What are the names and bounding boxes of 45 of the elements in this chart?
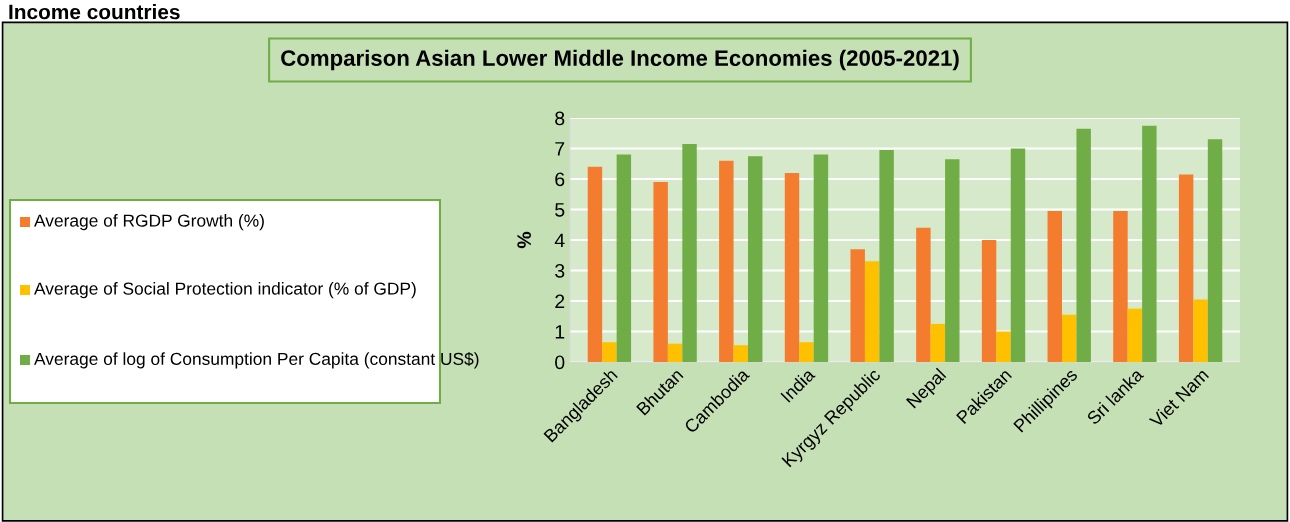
bar <box>748 156 763 362</box>
bar <box>616 154 632 362</box>
bar <box>602 342 617 362</box>
bar <box>1193 299 1208 362</box>
y-tick-label: 1 <box>555 325 565 339</box>
bar <box>1178 174 1194 362</box>
bar <box>653 182 668 362</box>
y-tick-label: 4 <box>554 233 565 248</box>
chart-title: Comparison Asian Lower Middle Income Economies (2005-2021) <box>281 49 959 71</box>
y-tick-label: 0 <box>555 355 565 370</box>
bar <box>682 143 697 362</box>
bar <box>945 159 960 362</box>
bar <box>981 240 997 362</box>
legend-label: Average of log of Consumption Per Capita (constant US$) <box>34 352 479 369</box>
bar <box>1142 125 1157 362</box>
bar <box>733 345 749 362</box>
text: Income countries <box>9 4 180 20</box>
y-tick-label: 6 <box>555 172 565 187</box>
bar <box>864 261 880 362</box>
bar <box>719 160 734 362</box>
y-tick-label: 7 <box>555 142 565 156</box>
bar <box>879 150 894 362</box>
y-axis-title: % <box>517 231 531 249</box>
bar <box>799 342 814 362</box>
y-tick-label: 5 <box>555 203 565 217</box>
y-tick-label: 2 <box>555 294 565 309</box>
bar <box>1076 128 1091 362</box>
bar <box>930 323 946 362</box>
bar <box>1207 139 1223 362</box>
bar <box>1047 211 1062 362</box>
bar <box>850 249 865 362</box>
bar <box>916 227 931 362</box>
bar <box>667 343 683 362</box>
bar <box>587 166 603 362</box>
bar <box>784 172 800 362</box>
bar <box>813 154 829 362</box>
bar <box>996 331 1011 362</box>
bar <box>1010 148 1026 362</box>
bar <box>1113 211 1128 362</box>
bar <box>1127 308 1143 362</box>
y-tick-label: 8 <box>555 111 565 126</box>
bar <box>1061 314 1077 362</box>
legend-label: Average of Social Protection indicator (% of GDP) <box>34 282 416 299</box>
legend-label: Average of RGDP Growth (%) <box>34 214 264 231</box>
y-tick-label: 3 <box>555 263 565 278</box>
